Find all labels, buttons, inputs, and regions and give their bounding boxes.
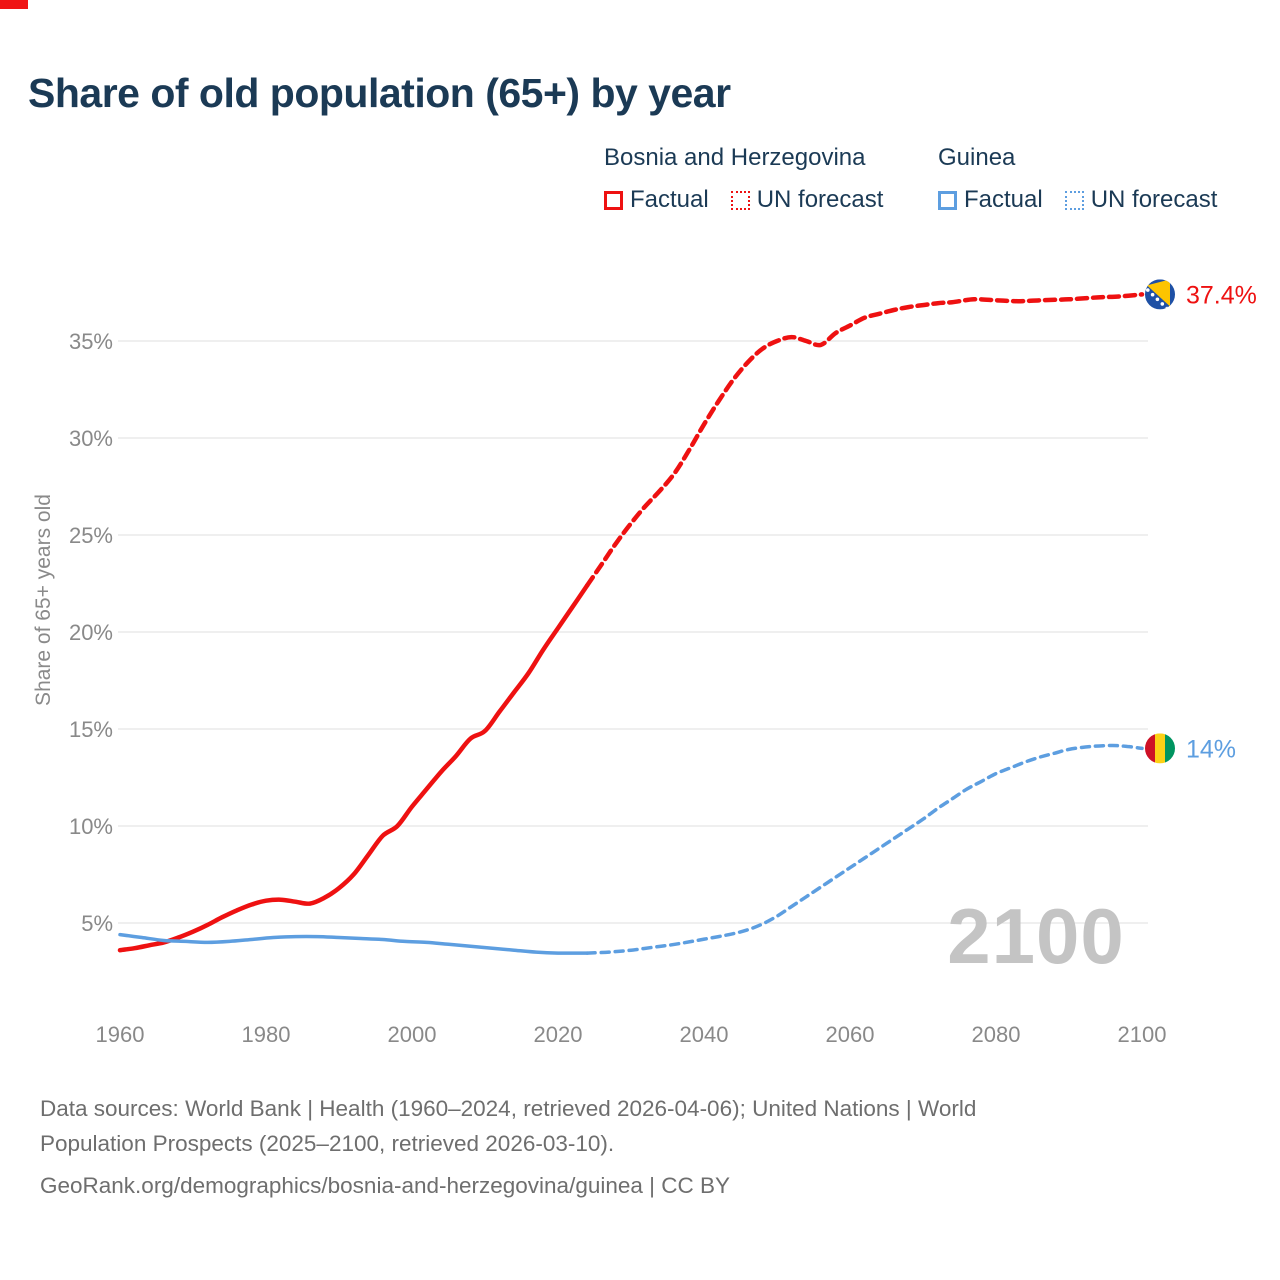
page-title: Share of old population (65+) by year	[28, 70, 731, 116]
x-axis-tick-labels: 1960 1980 2000 2020 2040 2060 2080 2100	[96, 1022, 1167, 1047]
svg-text:35%: 35%	[69, 329, 113, 354]
data-sources-line-2: Population Prospects (2025–2100, retriev…	[40, 1131, 615, 1156]
guinea-end-value-label: 14%	[1186, 735, 1236, 763]
svg-text:20%: 20%	[69, 620, 113, 645]
bosnia-forecast-swatch-icon	[730, 190, 750, 210]
svg-text:2100: 2100	[1118, 1022, 1167, 1047]
watermark-year: 2100	[947, 892, 1125, 980]
bosnia-factual-swatch-icon	[604, 190, 623, 210]
guinea-factual-swatch-icon	[938, 190, 957, 210]
bosnia-end-value-label: 37.4%	[1186, 281, 1257, 309]
series-paths	[117, 292, 1145, 955]
legend-item-guinea-forecast: UN forecast	[1064, 186, 1218, 214]
guinea-factual-label: Factual	[964, 186, 1043, 213]
y-axis-title: Share of 65+ years old	[32, 494, 55, 706]
svg-text:2060: 2060	[826, 1022, 875, 1047]
bosnia-and-herzegovina-flag-icon	[1145, 279, 1175, 310]
data-sources-line-1: Data sources: World Bank | Health (1960–…	[40, 1096, 977, 1121]
guinea-flag-icon	[1145, 733, 1175, 764]
attribution-line: GeoRank.org/demographics/bosnia-and-herz…	[40, 1173, 730, 1198]
svg-text:1960: 1960	[96, 1022, 145, 1047]
svg-text:10%: 10%	[69, 814, 113, 839]
legend-group-bosnia: Bosnia and Herzegovina Factual UN foreca…	[604, 144, 883, 214]
legend-item-bosnia-factual: Factual	[604, 186, 709, 214]
svg-text:2040: 2040	[680, 1022, 729, 1047]
bosnia-factual-label: Factual	[630, 186, 709, 213]
svg-text:2020: 2020	[534, 1022, 583, 1047]
svg-text:2000: 2000	[388, 1022, 437, 1047]
bosnia-forecast-label: UN forecast	[756, 186, 884, 213]
legend-group-guinea: Guinea Factual UN forecast	[938, 144, 1217, 214]
guinea-forecast-label: UN forecast	[1090, 186, 1218, 213]
svg-text:15%: 15%	[69, 717, 113, 742]
footer: Data sources: World Bank | Health (1960–…	[40, 1091, 976, 1203]
svg-text:25%: 25%	[69, 523, 113, 548]
y-axis-tick-labels: 5% 10% 15% 20% 25% 30% 35%	[69, 329, 113, 936]
svg-text:1980: 1980	[242, 1022, 291, 1047]
legend-item-bosnia-forecast: UN forecast	[730, 186, 884, 214]
gridlines	[118, 340, 1148, 924]
svg-text:30%: 30%	[69, 426, 113, 451]
svg-text:5%: 5%	[81, 911, 113, 936]
legend-item-guinea-factual: Factual	[938, 186, 1043, 214]
guinea-forecast-swatch-icon	[1064, 190, 1084, 210]
top-left-red-artifact	[0, 0, 28, 9]
svg-text:2080: 2080	[972, 1022, 1021, 1047]
legend-country-bosnia: Bosnia and Herzegovina	[604, 144, 866, 171]
legend-country-guinea: Guinea	[938, 144, 1016, 171]
